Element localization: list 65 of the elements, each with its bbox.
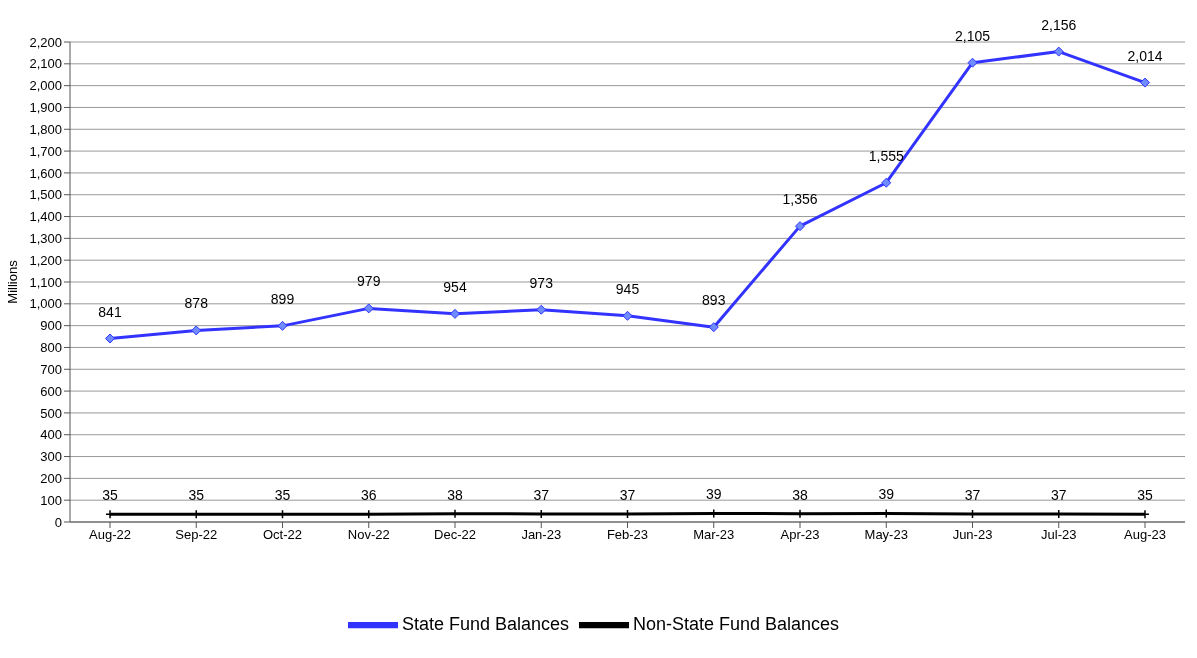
x-tick-label: Jul-23 bbox=[1041, 527, 1077, 543]
data-label: 2,105 bbox=[954, 27, 991, 44]
data-label: 36 bbox=[360, 487, 377, 504]
x-tick-label: Aug-23 bbox=[1124, 527, 1166, 543]
y-tick-label: 1,100 bbox=[29, 274, 62, 290]
legend-label: State Fund Balances bbox=[401, 613, 569, 634]
y-tick-label: 700 bbox=[40, 361, 62, 377]
y-tick-label: 900 bbox=[40, 318, 62, 334]
data-label: 35 bbox=[274, 487, 291, 504]
y-tick-label: 300 bbox=[40, 449, 62, 465]
y-tick-label: 2,100 bbox=[29, 56, 62, 72]
y-tick-label: 0 bbox=[54, 514, 62, 530]
x-tick-label: May-23 bbox=[864, 527, 908, 543]
y-tick-label: 100 bbox=[40, 492, 62, 508]
data-label: 35 bbox=[188, 487, 205, 504]
x-tick-label: Apr-23 bbox=[780, 527, 820, 543]
y-tick-label: 800 bbox=[40, 340, 62, 356]
legend-label: Non-State Fund Balances bbox=[632, 613, 840, 634]
data-label: 37 bbox=[533, 486, 550, 503]
y-tick-label: 500 bbox=[40, 405, 62, 421]
x-tick-label: Sep-22 bbox=[175, 527, 218, 543]
data-label: 1,555 bbox=[868, 147, 904, 164]
x-tick-label: Jun-23 bbox=[952, 527, 993, 543]
y-tick-label: 1,900 bbox=[29, 100, 62, 116]
data-label: 954 bbox=[443, 278, 467, 295]
data-label: 35 bbox=[102, 487, 118, 504]
data-label: 899 bbox=[270, 290, 295, 307]
data-label: 973 bbox=[529, 274, 554, 291]
data-label: 841 bbox=[98, 303, 122, 320]
y-tick-label: 1,300 bbox=[29, 230, 62, 246]
x-tick-label: Mar-23 bbox=[693, 527, 735, 543]
data-label: 39 bbox=[878, 486, 895, 503]
data-label: 1,356 bbox=[782, 191, 818, 208]
data-label: 38 bbox=[792, 486, 808, 503]
x-tick-label: Nov-22 bbox=[347, 527, 390, 543]
y-tick-label: 1,000 bbox=[29, 296, 62, 312]
data-label: 979 bbox=[357, 273, 381, 290]
x-tick-label: Aug-22 bbox=[89, 527, 131, 543]
y-tick-label: 2,000 bbox=[29, 78, 62, 94]
data-label: 878 bbox=[184, 295, 209, 312]
x-tick-label: Jan-23 bbox=[521, 527, 562, 543]
y-tick-label: 400 bbox=[40, 427, 62, 443]
y-tick-label: 2,200 bbox=[29, 34, 62, 50]
y-tick-label: 1,800 bbox=[29, 121, 62, 137]
data-label: 38 bbox=[447, 486, 463, 503]
y-tick-label: 1,600 bbox=[29, 165, 62, 181]
y-tick-label: 200 bbox=[40, 470, 62, 486]
data-label: 37 bbox=[619, 486, 636, 503]
data-label: 2,156 bbox=[1041, 16, 1077, 33]
y-tick-label: 1,700 bbox=[29, 143, 62, 159]
y-tick-label: 1,400 bbox=[29, 209, 62, 225]
y-tick-label: 600 bbox=[40, 383, 62, 399]
data-label: 945 bbox=[615, 280, 640, 297]
data-label: 2,014 bbox=[1127, 47, 1163, 64]
data-label: 35 bbox=[1137, 487, 1153, 504]
data-label: 39 bbox=[705, 486, 722, 503]
x-tick-label: Dec-22 bbox=[434, 527, 476, 543]
data-label: 893 bbox=[702, 292, 726, 309]
y-tick-label: 1,200 bbox=[29, 252, 62, 268]
y-axis-title: Millions bbox=[4, 259, 20, 304]
y-tick-label: 1,500 bbox=[29, 187, 62, 203]
x-tick-label: Oct-22 bbox=[262, 527, 303, 543]
data-label: 37 bbox=[964, 486, 981, 503]
x-tick-label: Feb-23 bbox=[606, 527, 649, 543]
data-label: 37 bbox=[1050, 486, 1067, 503]
